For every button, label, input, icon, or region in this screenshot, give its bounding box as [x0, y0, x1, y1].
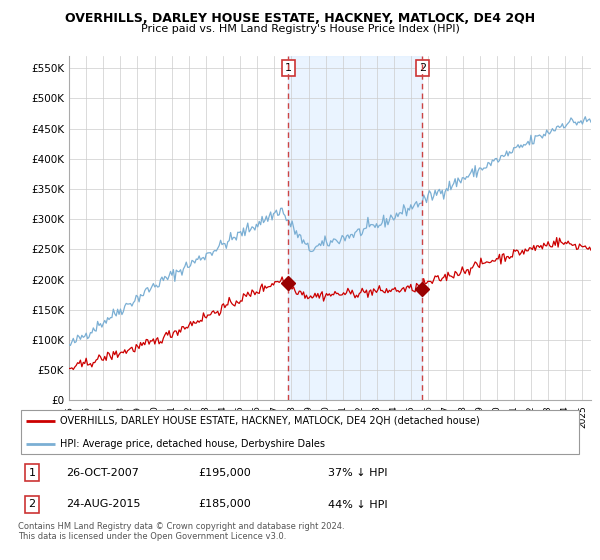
- Text: HPI: Average price, detached house, Derbyshire Dales: HPI: Average price, detached house, Derb…: [60, 439, 325, 449]
- FancyBboxPatch shape: [21, 409, 579, 454]
- Text: £185,000: £185,000: [199, 500, 251, 510]
- Bar: [289, 56, 422, 400]
- Text: 24-AUG-2015: 24-AUG-2015: [66, 500, 140, 510]
- Text: £195,000: £195,000: [199, 468, 251, 478]
- Text: OVERHILLS, DARLEY HOUSE ESTATE, HACKNEY, MATLOCK, DE4 2QH: OVERHILLS, DARLEY HOUSE ESTATE, HACKNEY,…: [65, 12, 535, 25]
- Text: 1: 1: [29, 468, 35, 478]
- Text: Contains HM Land Registry data © Crown copyright and database right 2024.
This d: Contains HM Land Registry data © Crown c…: [18, 522, 344, 542]
- Text: 2: 2: [29, 500, 35, 510]
- Text: 2: 2: [419, 63, 426, 73]
- Text: Price paid vs. HM Land Registry's House Price Index (HPI): Price paid vs. HM Land Registry's House …: [140, 24, 460, 34]
- Text: 1: 1: [285, 63, 292, 73]
- Text: 26-OCT-2007: 26-OCT-2007: [66, 468, 139, 478]
- Text: 44% ↓ HPI: 44% ↓ HPI: [328, 500, 388, 510]
- Text: 37% ↓ HPI: 37% ↓ HPI: [328, 468, 388, 478]
- Text: OVERHILLS, DARLEY HOUSE ESTATE, HACKNEY, MATLOCK, DE4 2QH (detached house): OVERHILLS, DARLEY HOUSE ESTATE, HACKNEY,…: [60, 416, 480, 426]
